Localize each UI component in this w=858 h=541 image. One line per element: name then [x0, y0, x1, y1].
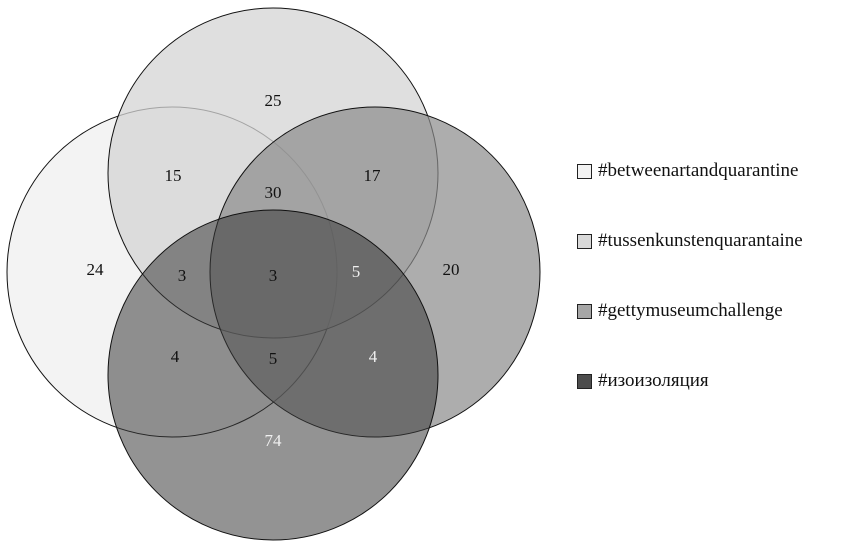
legend: #betweenartandquarantine #tussenkunstenq… [577, 0, 852, 541]
region-count-ab: 15 [165, 166, 182, 185]
region-count-abc: 30 [265, 183, 282, 202]
legend-item-tussenkunstenquarantaine: #tussenkunstenquarantaine [577, 228, 803, 254]
legend-label: #gettymuseumchallenge [598, 300, 783, 321]
legend-swatch [577, 303, 592, 319]
legend-label: #tussenkunstenquarantaine [598, 230, 803, 251]
legend-swatch [577, 373, 592, 389]
region-count-acd: 5 [269, 349, 278, 368]
region-count-ad: 4 [171, 347, 180, 366]
venn-diagram: 24 25 20 74 15 17 30 3 3 5 4 5 4 [6, 7, 541, 541]
legend-label: #betweenartandquarantine [598, 160, 799, 181]
region-count-bcd: 5 [352, 262, 361, 281]
region-count-abd: 3 [178, 266, 187, 285]
region-count-a-only: 24 [87, 260, 105, 279]
legend-swatch [577, 233, 592, 249]
region-count-c-only: 20 [443, 260, 460, 279]
legend-swatch [577, 163, 592, 179]
region-count-bc: 17 [364, 166, 382, 185]
legend-label: #изоизоляция [598, 370, 709, 391]
region-count-cd: 4 [369, 347, 378, 366]
legend-item-izoizolyatsiya: #изоизоляция [577, 368, 709, 394]
set-circle-izoizolyatsiya [107, 209, 439, 541]
region-count-abcd: 3 [269, 266, 278, 285]
region-count-d-only: 74 [265, 431, 283, 450]
region-count-b-only: 25 [265, 91, 282, 110]
legend-item-betweenartandquarantine: #betweenartandquarantine [577, 158, 798, 184]
legend-item-gettymuseumchallenge: #gettymuseumchallenge [577, 298, 783, 324]
